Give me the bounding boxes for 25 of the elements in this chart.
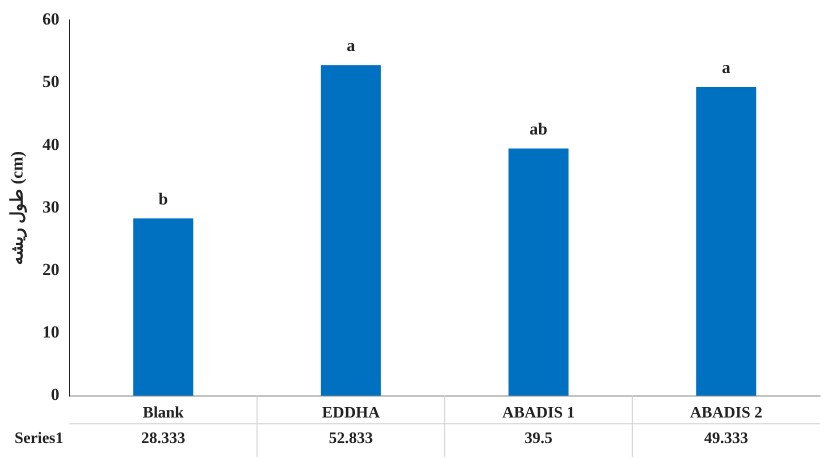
data-label: 52.833 — [328, 430, 373, 447]
y-tick-label: 50 — [42, 72, 60, 92]
y-tick-label: 10 — [42, 322, 60, 342]
y-tick-label: 0 — [50, 385, 60, 404]
y-tick-label: 20 — [42, 260, 60, 279]
x-tick-label: EDDHA — [322, 404, 380, 422]
text: Series1 — [14, 430, 64, 447]
x-tick-label: ABADIS 2 — [690, 404, 762, 422]
y-tick-label: 60 — [42, 10, 60, 29]
bar — [133, 218, 194, 396]
bar — [320, 65, 381, 396]
data-label: 39.5 — [524, 430, 553, 447]
annotation: b — [158, 189, 168, 208]
data-label: 49.333 — [704, 430, 748, 447]
annotation: a — [346, 36, 356, 55]
annotation: a — [722, 58, 731, 77]
data-label: 28.333 — [141, 430, 186, 447]
x-tick-label: Blank — [142, 404, 184, 422]
y-tick-label: 40 — [42, 134, 60, 154]
x-tick-label: ABADIS 1 — [502, 404, 575, 422]
y-tick-label: 30 — [42, 197, 60, 216]
y-axis-title: طول ریشه (cm) — [8, 151, 28, 265]
annotation: ab — [530, 119, 548, 138]
bar — [696, 86, 756, 396]
bar — [508, 148, 569, 396]
